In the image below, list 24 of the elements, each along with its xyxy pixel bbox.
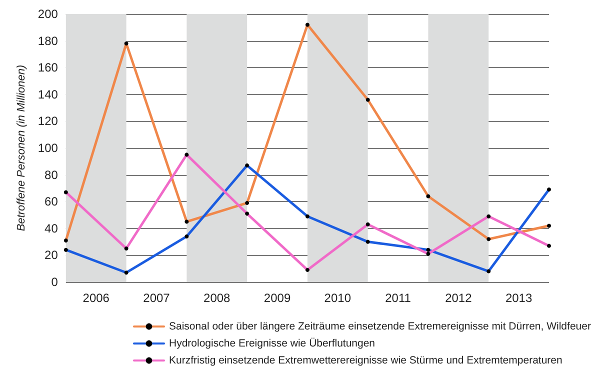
y-tick-label: 200 <box>38 7 58 21</box>
y-tick-label: 80 <box>44 168 58 182</box>
x-tick-label: 2012 <box>445 291 472 305</box>
x-tick-label: 2013 <box>505 291 532 305</box>
y-tick-label: 20 <box>44 248 58 262</box>
line-series <box>64 22 551 242</box>
legend-label: Kurzfristig einsetzende Extremwetterereignisse wie Stürme und Extremtemperaturen <box>169 354 562 366</box>
y-tick-label: 0 <box>51 275 58 289</box>
y-tick-label: 60 <box>44 194 58 209</box>
y-tick-label: 100 <box>38 141 58 155</box>
x-tick-label: 2010 <box>324 291 352 305</box>
legend-label: Hydrologische Ereignisse wie Überflutungen <box>169 338 376 350</box>
x-tick-label: 2006 <box>82 291 110 305</box>
x-tick-label: 2009 <box>264 291 291 305</box>
y-axis-title: Betroffene Personen (in Millionen) <box>16 64 28 232</box>
y-tick-label: 160 <box>38 60 58 75</box>
legend-label: Saisonal oder über längere Zeiträume einsetzende Extremereignisse mit Dürren, Wildfeuer <box>169 320 592 332</box>
y-tick-label: 140 <box>38 87 58 102</box>
y-tick-label: 180 <box>38 34 58 48</box>
y-tick-label: 40 <box>44 221 58 236</box>
x-tick-label: 2007 <box>143 291 170 305</box>
y-tick-label: 120 <box>38 114 58 128</box>
x-tick-label: 2008 <box>204 291 231 305</box>
x-tick-label: 2011 <box>385 291 412 305</box>
